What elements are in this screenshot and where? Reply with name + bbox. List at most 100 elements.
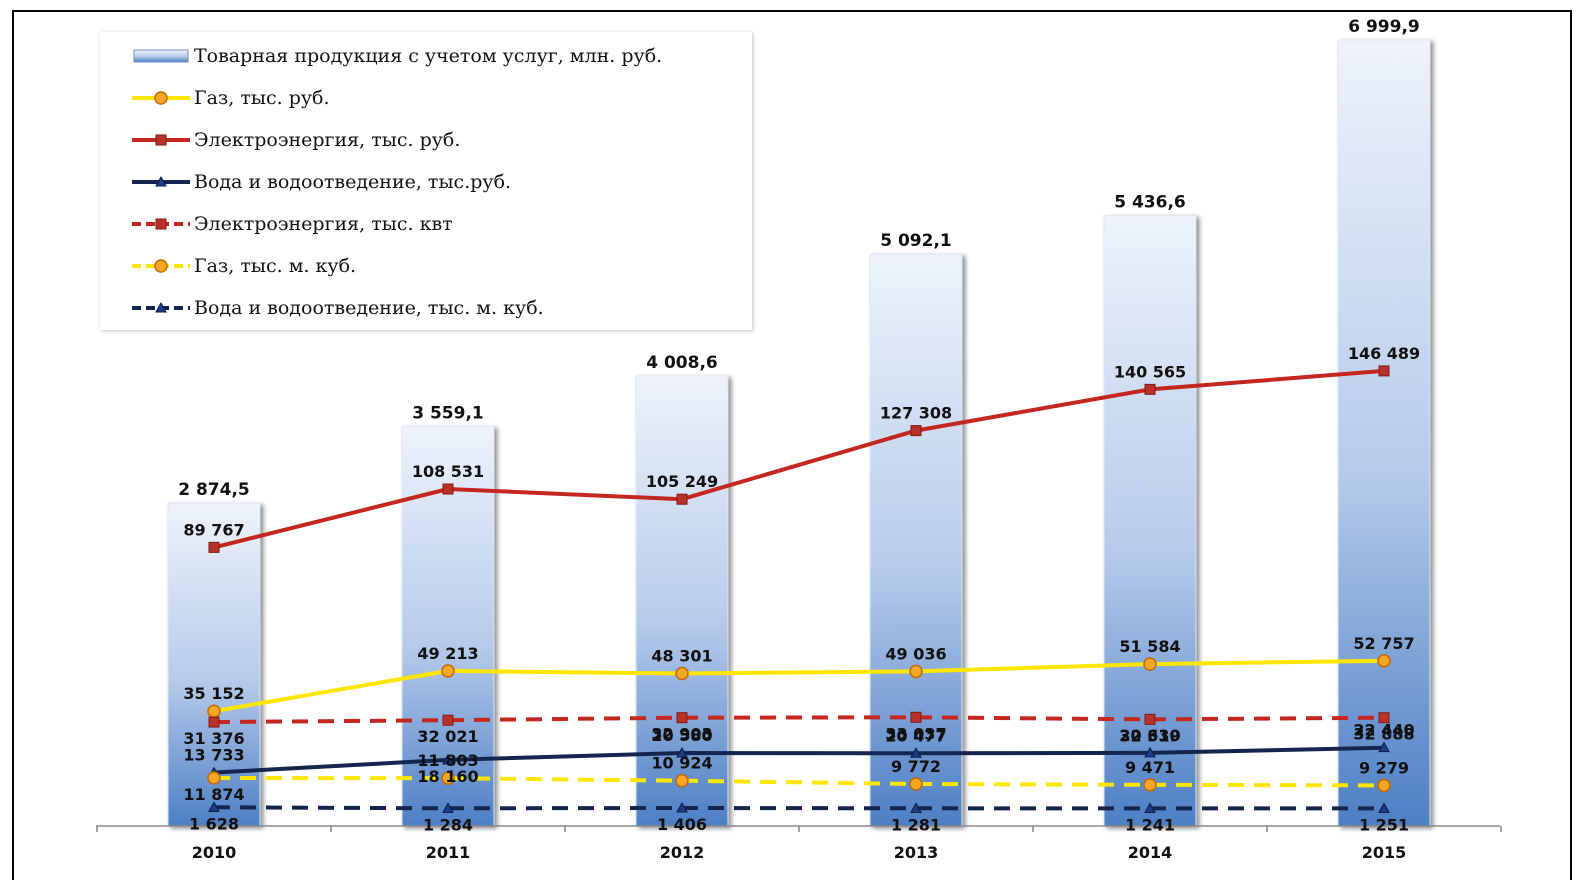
point-3-2013	[910, 711, 922, 723]
legend-swatch-icon	[132, 301, 190, 313]
legend-marker	[154, 91, 168, 105]
point-5-2014	[1144, 802, 1156, 813]
data-label-2-2014: 20 630	[1119, 726, 1180, 745]
point-1-2014	[1144, 383, 1156, 395]
data-label-1-2015: 146 489	[1348, 344, 1420, 363]
point-3-2015	[1378, 712, 1390, 724]
point-5-2013	[910, 802, 922, 813]
bar-2013	[869, 253, 963, 827]
legend-label: Электроэнергия, тыс. руб.	[194, 129, 461, 151]
data-label-3-2015: 32 888	[1353, 725, 1414, 744]
point-2-2015	[1378, 741, 1390, 753]
x-tick-label-2015: 2015	[1362, 843, 1407, 862]
legend-swatch-icon	[132, 218, 190, 230]
legend-item-6: Вода и водоотведение, тыс. м. куб.	[130, 293, 544, 323]
data-label-0-2015: 52 757	[1353, 634, 1414, 653]
data-label-1-2011: 108 531	[412, 462, 484, 481]
point-0-2013	[909, 664, 923, 679]
legend-item-0: Товарная продукция с учетом услуг, млн. …	[130, 41, 662, 71]
legend-swatch-icon	[132, 134, 190, 146]
data-label-1-2012: 105 249	[646, 472, 718, 491]
legend-marker	[155, 175, 167, 187]
data-label-3-2014: 32 319	[1119, 726, 1180, 745]
data-label-5-2011: 1 284	[423, 815, 473, 834]
point-0-2015	[1377, 654, 1391, 668]
legend-label: Электроэнергия, тыс. квт	[194, 213, 453, 235]
data-label-4-2015: 9 279	[1359, 758, 1409, 777]
point-4-2015	[1377, 778, 1391, 793]
data-label-5-2013: 1 281	[891, 815, 941, 834]
line-series-1	[213, 368, 1385, 550]
data-label-3-2013: 33 037	[885, 724, 946, 743]
labels-layer: 2 874,5 3 559,1 4 008,6 5 092,1 5 436,6 6 999…	[178, 17, 1420, 834]
point-1-2015	[1378, 365, 1390, 377]
bar-label-2013: 5 092,1	[880, 231, 952, 251]
point-5-2011	[442, 802, 454, 813]
legend-swatch-icon	[132, 259, 190, 273]
x-axis: 2010 2011 2012 2013 2014 2015	[96, 825, 1502, 862]
data-label-2-2015: 22 440	[1353, 721, 1414, 740]
bar-label-2011: 3 559,1	[412, 403, 484, 423]
data-label-3-2011: 32 021	[417, 727, 478, 746]
line-series-2	[213, 745, 1385, 775]
legend-marker	[154, 259, 168, 273]
point-1-2013	[910, 425, 922, 437]
legend-label: Товарная продукция с учетом услуг, млн. …	[194, 45, 663, 67]
x-tick-label-2012: 2012	[660, 843, 705, 862]
point-2-2011	[442, 753, 454, 765]
data-label-0-2011: 49 213	[417, 644, 478, 663]
data-label-0-2010: 35 152	[183, 684, 244, 703]
point-0-2014	[1143, 657, 1157, 671]
point-3-2014	[1144, 713, 1156, 725]
data-label-5-2012: 1 406	[657, 815, 707, 834]
point-4-2011	[441, 771, 455, 785]
bar-label-2010: 2 874,5	[178, 480, 250, 500]
legend-swatch-icon	[132, 175, 190, 187]
data-label-1-2013: 127 308	[880, 404, 952, 423]
bar-label-2015: 6 999,9	[1348, 17, 1420, 37]
data-label-2-2012: 20 580	[651, 726, 712, 745]
lines-layer	[207, 365, 1391, 813]
chart-frame	[12, 10, 1572, 880]
data-label-2-2011: 18 160	[417, 767, 478, 786]
legend-item-2: Электроэнергия, тыс. руб.	[130, 125, 460, 155]
x-tick-label-2010: 2010	[192, 843, 237, 862]
point-4-2010	[207, 771, 221, 785]
point-3-2010	[208, 716, 220, 728]
legend-label: Вода и водоотведение, тыс.руб.	[194, 171, 512, 193]
legend-bar-swatch	[133, 49, 189, 63]
point-5-2015	[1378, 802, 1390, 813]
data-label-0-2014: 51 584	[1119, 637, 1180, 656]
legend-swatch-icon	[133, 49, 189, 63]
x-tick-label-2011: 2011	[426, 843, 471, 862]
point-3-2011	[442, 714, 454, 726]
legend-item-5: Газ, тыс. м. куб.	[130, 251, 356, 281]
data-label-1-2010: 89 767	[183, 520, 244, 539]
data-label-1-2014: 140 565	[1114, 362, 1186, 381]
point-2-2014	[1144, 746, 1156, 758]
line-series-3	[213, 715, 1385, 725]
bar-label-2012: 4 008,6	[646, 353, 718, 373]
point-4-2013	[909, 777, 923, 791]
data-label-2-2013: 20 477	[885, 726, 946, 745]
point-1-2012	[676, 493, 688, 505]
point-2-2013	[910, 747, 922, 758]
data-label-4-2011: 11 803	[417, 751, 478, 770]
bar-label-2014: 5 436,6	[1114, 193, 1186, 213]
data-label-0-2013: 49 036	[885, 644, 946, 663]
line-series-0	[213, 658, 1385, 714]
legend-marker	[155, 134, 167, 146]
data-label-3-2012: 32 903	[651, 725, 712, 744]
legend-label: Газ, тыс. руб.	[194, 87, 330, 109]
legend-item-1: Газ, тыс. руб.	[130, 83, 330, 113]
data-label-4-2014: 9 471	[1125, 758, 1175, 777]
point-2-2012	[676, 746, 688, 758]
legend-label: Вода и водоотведение, тыс. м. куб.	[194, 297, 544, 319]
legend-label: Газ, тыс. м. куб.	[194, 255, 357, 277]
legend-item-3: Вода и водоотведение, тыс.руб.	[130, 167, 511, 197]
point-5-2010	[208, 801, 220, 812]
point-0-2010	[207, 704, 221, 718]
data-label-0-2012: 48 301	[651, 647, 712, 666]
point-3-2012	[676, 712, 688, 724]
